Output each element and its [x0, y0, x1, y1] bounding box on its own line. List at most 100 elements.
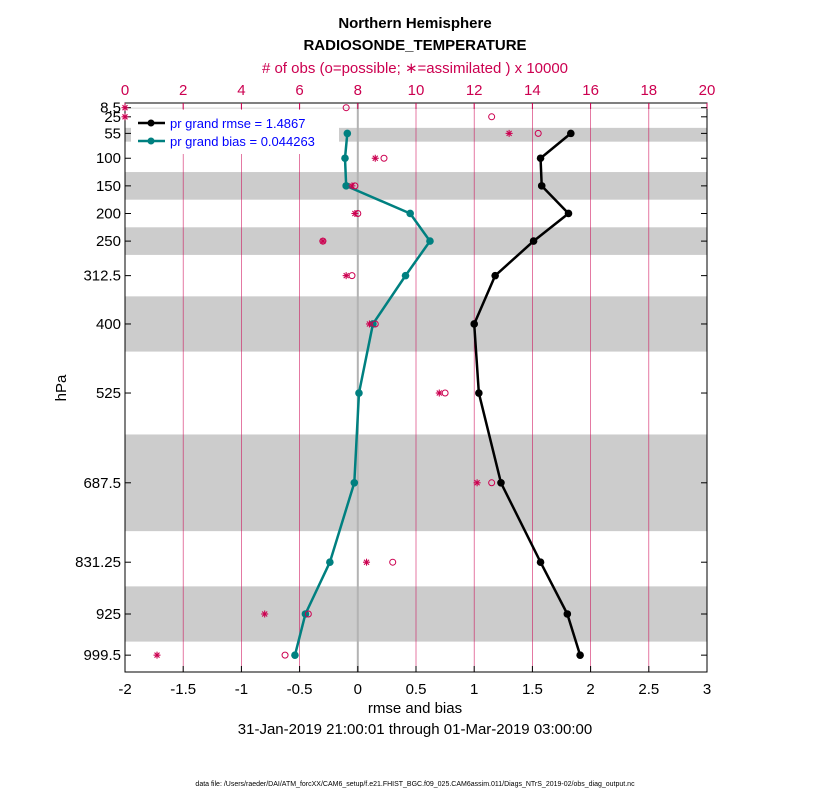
top-tick-label: 0: [121, 82, 129, 99]
x-tick-label: 1: [470, 681, 478, 698]
y-tick-label: 100: [96, 150, 121, 167]
top-tick-label: 14: [524, 82, 541, 99]
x-tick-label: 2: [586, 681, 594, 698]
y-tick-label: 25: [104, 109, 121, 126]
data-file-footnote: data file: /Users/raeder/DAI/ATM_forcXX/…: [195, 781, 635, 788]
obs-assimilated-marker: [153, 651, 161, 659]
obs-assimilated-marker: [435, 389, 443, 397]
x-tick-label: -2: [118, 681, 131, 698]
bias-point: [343, 129, 352, 138]
rmse-point: [564, 209, 573, 218]
obs-assimilated-marker: [319, 237, 327, 245]
obs-possible-marker: [281, 651, 289, 659]
rmse-point: [475, 389, 483, 397]
y-tick-label: 831.25: [75, 554, 121, 571]
top-tick-label: 18: [640, 82, 657, 99]
obs-assimilated-marker: [473, 479, 481, 487]
obs-assimilated-marker: [371, 154, 379, 162]
top-tick-label: 10: [408, 82, 425, 99]
y-tick-label: 312.5: [83, 268, 121, 285]
rmse-point: [491, 271, 499, 280]
legend-bias-label: pr grand bias = 0.044263: [170, 134, 315, 149]
axis-ticks: -2 -1.5 -1 -0.5 0 0.5 1 1.5 2 2.5 3 0 2 4 6 8 10 12 14 16 18…: [75, 82, 715, 698]
top-tick-label: 4: [237, 82, 245, 99]
rmse-point: [470, 320, 479, 328]
date-range: 31-Jan-2019 21:00:01 through 01-Mar-2019…: [238, 721, 592, 738]
obs-assimilated-marker: [505, 129, 513, 137]
rmse-point: [563, 610, 572, 618]
y-tick-label: 250: [96, 233, 121, 250]
obs-possible-marker: [342, 104, 350, 112]
x-tick-label: -1.5: [170, 681, 196, 698]
top-tick-label: 6: [295, 82, 303, 99]
obs-assimilated-marker: [121, 104, 129, 112]
bias-point: [291, 651, 299, 659]
obs-assimilated-marker: [365, 320, 373, 328]
obs-possible-marker: [534, 129, 542, 137]
y-tick-label: 525: [96, 385, 121, 402]
obs-assimilated-marker: [351, 209, 359, 217]
rmse-point: [567, 129, 575, 138]
legend-rmse-label: pr grand rmse = 1.4867: [170, 116, 306, 131]
y-tick-label: 55: [104, 125, 121, 142]
y-tick-label: 687.5: [83, 475, 121, 492]
top-tick-label: 12: [466, 82, 483, 99]
y-tick-label: 150: [96, 178, 121, 195]
x-tick-label: -1: [235, 681, 248, 698]
y-tick-label: 925: [96, 606, 121, 623]
obs-possible-marker: [304, 610, 312, 618]
legend-bias-marker: [147, 137, 155, 145]
series-lines: [291, 129, 584, 659]
rmse-point: [497, 478, 505, 487]
x-tick-label: 1.5: [522, 681, 543, 698]
y-tick-label: 999.5: [83, 647, 121, 664]
top-axis-label: # of obs (o=possible; ∗=assimilated ) x …: [262, 60, 568, 77]
x-tick-label: 0: [354, 681, 362, 698]
x-tick-label: 0.5: [406, 681, 427, 698]
rmse-line: [472, 132, 582, 656]
obs-possible-marker: [441, 389, 449, 397]
rmse-point: [536, 154, 545, 163]
obs-possible-marker: [348, 272, 356, 280]
rmse-point: [537, 182, 546, 190]
top-tick-label: 16: [582, 82, 599, 99]
chart-subtitle: RADIOSONDE_TEMPERATURE: [303, 37, 526, 54]
bias-point: [326, 558, 334, 567]
x-tick-label: 2.5: [638, 681, 659, 698]
x-tick-label: 3: [703, 681, 711, 698]
rmse-point: [576, 651, 584, 659]
top-tick-label: 2: [179, 82, 187, 99]
legend: pr grand rmse = 1.4867 pr grand bias = 0…: [131, 110, 339, 154]
bias-point: [355, 389, 363, 397]
rmse-point: [536, 558, 545, 567]
obs-assimilated-marker: [342, 272, 350, 280]
bias-point: [406, 209, 414, 218]
obs-possible-marker: [488, 113, 496, 121]
chart-title: Northern Hemisphere: [338, 15, 491, 32]
bias-line: [293, 133, 432, 656]
bias-point: [401, 271, 410, 280]
y-tick-label: 400: [96, 316, 121, 333]
y-axis-label: hPa: [53, 374, 70, 401]
obs-possible-marker: [488, 479, 496, 487]
x-tick-label: -0.5: [287, 681, 313, 698]
obs-assimilated-marker: [261, 610, 269, 618]
observation-counts: [121, 104, 542, 659]
legend-rmse-marker: [147, 119, 155, 127]
obs-possible-marker: [380, 154, 388, 162]
bias-point: [426, 237, 434, 245]
y-tick-label: 8.5: [100, 100, 121, 117]
y-tick-label: 200: [96, 205, 121, 222]
obs-possible-marker: [389, 558, 397, 566]
rmse-point: [529, 237, 538, 245]
obs-assimilated-marker: [348, 182, 356, 190]
legend-background: [131, 110, 339, 154]
obs-assimilated-marker: [121, 113, 129, 121]
bias-point: [350, 478, 359, 487]
obs-assimilated-marker: [363, 558, 371, 566]
bias-point: [342, 182, 350, 190]
top-tick-label: 8: [354, 82, 362, 99]
bias-point: [341, 154, 349, 163]
x-axis-label: rmse and bias: [368, 700, 462, 717]
